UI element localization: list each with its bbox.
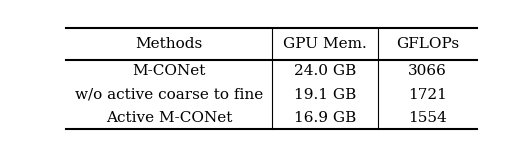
Text: Active M-CONet: Active M-CONet <box>106 111 232 125</box>
Text: 24.0 GB: 24.0 GB <box>294 64 356 78</box>
Text: Methods: Methods <box>135 37 202 51</box>
Text: GFLOPs: GFLOPs <box>396 37 460 51</box>
Text: 19.1 GB: 19.1 GB <box>294 88 356 102</box>
Text: GPU Mem.: GPU Mem. <box>283 37 367 51</box>
Text: M-CONet: M-CONet <box>132 64 206 78</box>
Text: w/o active coarse to fine: w/o active coarse to fine <box>75 88 263 102</box>
Text: 1554: 1554 <box>408 111 447 125</box>
Text: 16.9 GB: 16.9 GB <box>294 111 356 125</box>
Text: 3066: 3066 <box>408 64 447 78</box>
Text: 1721: 1721 <box>408 88 447 102</box>
